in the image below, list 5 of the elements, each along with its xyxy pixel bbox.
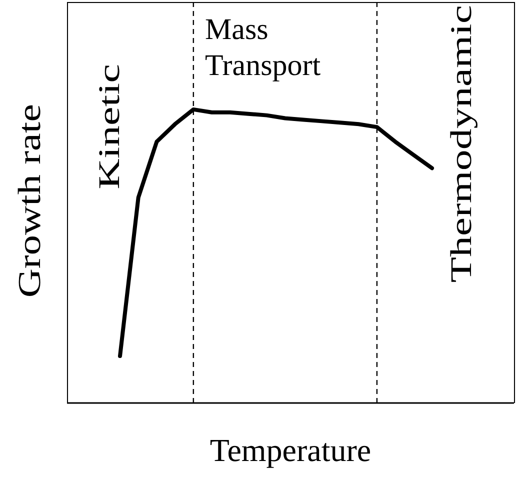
text: Mass Transport: [205, 12, 321, 84]
text: Thermodynamic: [444, 5, 479, 283]
annotation: Kinetic: [92, 64, 127, 190]
y-axis-title: Growth rate: [10, 104, 48, 298]
x-axis-title: Temperature: [208, 432, 372, 469]
